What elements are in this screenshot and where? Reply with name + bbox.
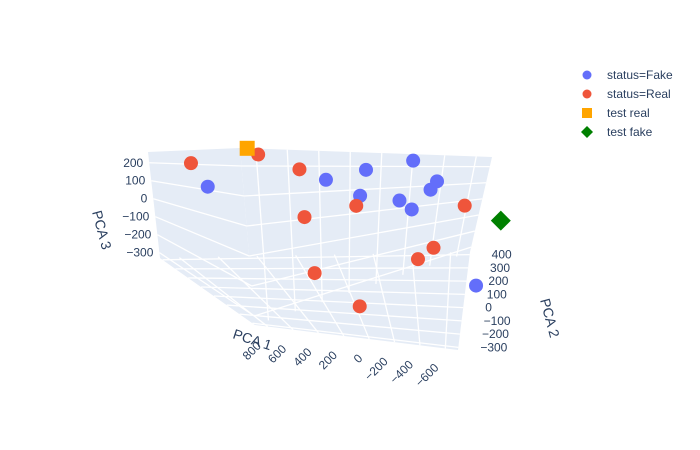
- y-gridline: [175, 267, 469, 270]
- z-gridline: [244, 182, 487, 197]
- legend-symbol: [581, 126, 593, 138]
- z-gridline: [151, 180, 245, 197]
- legend-label: status=Fake: [607, 68, 673, 82]
- data-point-status-real[interactable]: [292, 162, 307, 177]
- legend-item[interactable]: status=Fake: [582, 68, 674, 82]
- x-tick-label: 200: [316, 348, 340, 372]
- data-point-status-fake[interactable]: [469, 278, 484, 293]
- legend-item[interactable]: test fake: [581, 125, 653, 139]
- grid-lines: [149, 148, 490, 349]
- data-point-test-fake[interactable]: [490, 210, 511, 231]
- y-tick-label: −200: [482, 327, 509, 341]
- legend-item[interactable]: test real: [582, 106, 650, 120]
- x-tick-label: −600: [412, 360, 441, 389]
- legend-item[interactable]: status=Real: [582, 87, 671, 101]
- x-gridline: [375, 153, 383, 284]
- data-point-status-real[interactable]: [297, 210, 312, 225]
- x-tick-label: −400: [387, 357, 416, 386]
- data-point-status-real[interactable]: [426, 240, 441, 255]
- x-tick-label: 0: [351, 351, 366, 366]
- data-point-status-real[interactable]: [349, 198, 364, 213]
- y-tick-label: 0: [485, 301, 492, 315]
- z-gridline: [254, 246, 472, 317]
- data-point-test-real[interactable]: [239, 140, 255, 156]
- legend-label: test fake: [607, 125, 653, 139]
- data-point-status-real[interactable]: [307, 266, 322, 281]
- x-gridline: [255, 148, 270, 321]
- data-point-status-real[interactable]: [410, 252, 425, 267]
- z-tick-label: −300: [126, 246, 153, 260]
- data-point-status-fake[interactable]: [359, 162, 374, 177]
- x-gridline: [318, 150, 323, 303]
- data-point-status-fake[interactable]: [430, 174, 445, 189]
- data-point-status-real[interactable]: [183, 156, 198, 171]
- z-tick-label: 0: [141, 192, 148, 206]
- y-gridline: [188, 277, 467, 282]
- y-axis-title: PCA 2: [537, 297, 563, 340]
- z-gridline: [249, 214, 479, 257]
- z-gridline: [251, 230, 476, 287]
- z-gridline: [157, 234, 253, 287]
- legend-symbol: [582, 70, 592, 80]
- y-gridline: [201, 286, 465, 296]
- z-tick-label: 200: [123, 156, 143, 170]
- x-gridline: [348, 151, 351, 294]
- y-tick-label: −300: [480, 340, 507, 354]
- z-gridline: [155, 216, 250, 257]
- legend-symbol: [582, 89, 592, 99]
- legend-symbol: [582, 108, 592, 118]
- x-gridline: [286, 149, 296, 312]
- z-tick-label: −100: [122, 210, 149, 224]
- legend-label: test real: [607, 106, 650, 120]
- z-tick-label: 100: [125, 174, 145, 188]
- data-points: [183, 140, 511, 314]
- legend-label: status=Real: [607, 87, 671, 101]
- x-tick-label: −200: [362, 354, 391, 383]
- y-gridline: [239, 313, 461, 335]
- y-gridline: [226, 304, 462, 322]
- legend: status=Fake status=Real test real test fake: [581, 68, 673, 139]
- y-tick-label: −100: [484, 314, 511, 328]
- data-point-status-fake[interactable]: [406, 153, 421, 168]
- z-gridline: [246, 198, 483, 227]
- data-point-status-fake[interactable]: [318, 172, 333, 187]
- data-point-status-real[interactable]: [352, 299, 367, 314]
- y-tick-label: 100: [487, 287, 507, 301]
- y-gridline: [213, 295, 464, 309]
- x-tick-label: 400: [290, 345, 314, 369]
- y-tick-label: 400: [492, 248, 512, 262]
- z-axis-title: PCA 3: [89, 209, 115, 252]
- y-tick-label: 300: [490, 261, 510, 275]
- y-gridline: [252, 322, 459, 348]
- data-point-status-fake[interactable]: [404, 202, 419, 217]
- data-point-status-fake[interactable]: [200, 179, 215, 194]
- z-tick-label: −200: [124, 228, 151, 242]
- data-point-status-real[interactable]: [457, 198, 472, 213]
- data-point-status-fake[interactable]: [392, 193, 407, 208]
- y-tick-label: 200: [488, 274, 508, 288]
- z-gridline: [153, 198, 247, 227]
